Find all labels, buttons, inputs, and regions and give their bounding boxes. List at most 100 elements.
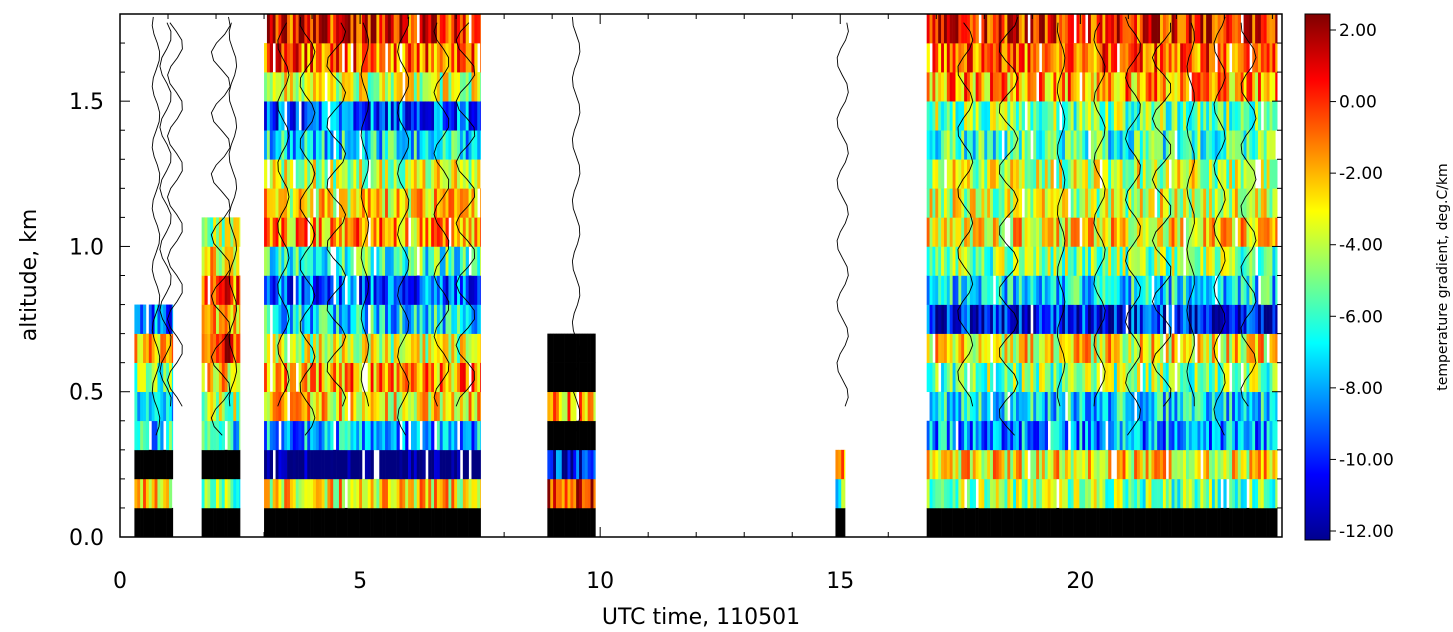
heatmap-cell (1001, 478, 1005, 509)
heatmap-cell (474, 391, 478, 422)
heatmap-cell (385, 72, 389, 102)
heatmap-cell (207, 449, 211, 480)
heatmap-cell (1027, 420, 1031, 451)
heatmap-cell (1148, 246, 1152, 276)
heatmap-cell (981, 478, 985, 509)
heatmap-cell (841, 449, 845, 480)
heatmap-cell (266, 333, 271, 363)
heatmap-cell (1180, 188, 1184, 218)
heatmap-cell (1165, 362, 1169, 393)
heatmap-cell (1188, 275, 1193, 305)
heatmap-cell (1191, 72, 1195, 102)
heatmap-cell (1099, 304, 1103, 334)
heatmap-cell (1004, 101, 1008, 131)
heatmap-cell (949, 333, 953, 363)
heatmap-cell (1174, 333, 1178, 363)
heatmap-cell (1249, 72, 1253, 102)
heatmap-cell (287, 449, 291, 480)
heatmap-cell (227, 217, 231, 247)
heatmap-cell (1085, 420, 1089, 451)
heatmap-cell (321, 159, 325, 189)
heatmap-cell (1030, 507, 1034, 537)
heatmap-cell (967, 159, 971, 189)
heatmap-cell (1246, 72, 1250, 102)
heatmap-cell (998, 101, 1002, 131)
heatmap-cell (1082, 246, 1086, 276)
heatmap-cell (207, 246, 211, 276)
heatmap-cell (558, 507, 563, 537)
heatmap-cell (998, 304, 1002, 334)
heatmap-cell (1220, 130, 1224, 160)
heatmap-cell (1237, 449, 1241, 480)
heatmap-cell (1108, 478, 1112, 509)
heatmap-cell (221, 275, 225, 305)
heatmap-cell (1234, 246, 1239, 276)
heatmap-cell (410, 275, 415, 305)
heatmap-cell (1033, 275, 1037, 305)
heatmap-cell (1102, 101, 1106, 131)
heatmap-cell (410, 507, 415, 537)
heatmap-cell (289, 507, 294, 537)
heatmap-cell (1122, 188, 1126, 218)
heatmap-cell (1085, 275, 1089, 305)
heatmap-cell (422, 507, 426, 537)
heatmap-cell (344, 72, 348, 102)
x-axis: 0 5 10 15 20 (113, 14, 1273, 594)
heatmap-cell (224, 246, 228, 276)
heatmap-cell (1269, 72, 1273, 102)
heatmap-cell (413, 188, 418, 218)
heatmap-cell (428, 420, 432, 451)
heatmap-cell (457, 188, 461, 218)
heatmap-cell (376, 478, 380, 509)
heatmap-cell (1185, 304, 1190, 334)
heatmap-cell (236, 246, 240, 276)
heatmap-cell (1131, 101, 1135, 131)
heatmap-cell (1093, 304, 1097, 334)
heatmap-cell (998, 130, 1002, 160)
heatmap-cell (1050, 362, 1054, 393)
heatmap-cell (474, 43, 478, 73)
heatmap-cell (932, 72, 936, 102)
heatmap-cell (1010, 43, 1014, 73)
heatmap-cell (330, 43, 334, 73)
heatmap-cell (1162, 449, 1167, 480)
heatmap-cell (230, 449, 234, 480)
heatmap-cell (1039, 507, 1043, 537)
heatmap-cell (315, 246, 320, 276)
heatmap-cell (1160, 159, 1164, 189)
heatmap-cell (1036, 130, 1040, 160)
heatmap-cell (434, 362, 438, 393)
heatmap-cell (1160, 391, 1164, 422)
heatmap-cell (935, 362, 939, 393)
heatmap-cell (379, 188, 383, 218)
heatmap-cell (436, 304, 441, 334)
y-tick-label: 1.5 (69, 90, 104, 115)
heatmap-cell (1015, 188, 1020, 218)
heatmap-cell (439, 246, 443, 276)
heatmap-cell (278, 275, 282, 305)
heatmap-cell (1232, 362, 1236, 393)
heatmap-cell (324, 217, 328, 247)
heatmap-cell (1142, 333, 1146, 363)
heatmap-cell (935, 507, 939, 537)
heatmap-cell (344, 507, 348, 537)
heatmap-cell (462, 275, 467, 305)
heatmap-cell (981, 333, 985, 363)
heatmap-cell (224, 449, 228, 480)
heatmap-cell (140, 478, 144, 509)
heatmap-cell (1148, 507, 1152, 537)
heatmap-cell (160, 507, 164, 537)
heatmap-cell (1275, 159, 1278, 189)
heatmap-cell (1223, 449, 1227, 480)
heatmap-cell (1252, 246, 1256, 276)
heatmap-cell (143, 507, 147, 537)
heatmap-cell (304, 188, 308, 218)
heatmap-cell (1203, 333, 1207, 363)
heatmap-cell (298, 420, 302, 451)
heatmap-cell (1237, 217, 1241, 247)
heatmap-cell (344, 217, 348, 247)
heatmap-cell (1093, 478, 1097, 509)
heatmap-cell (1134, 217, 1138, 247)
heatmap-cell (1119, 159, 1123, 189)
heatmap-cell (272, 362, 276, 393)
